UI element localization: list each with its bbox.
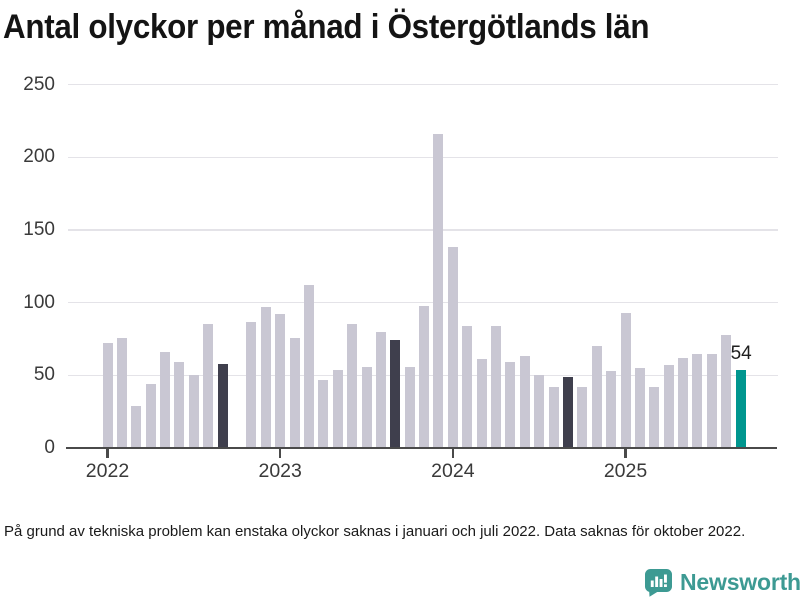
bar-2024-02 (462, 325, 473, 448)
x-tick-label-2023: 2023 (258, 459, 302, 482)
gridline-200 (68, 156, 778, 159)
chart-title: Antal olyckor per månad i Östergötlands … (3, 7, 650, 46)
bar-2025-03 (649, 386, 660, 448)
bar-2025-01 (620, 312, 631, 448)
y-tick-label-200: 200 (23, 146, 55, 168)
y-tick-label-150: 150 (23, 219, 55, 241)
bar-2024-06 (519, 356, 530, 448)
bar-2023-09 (390, 340, 401, 448)
bar-2022-02 (116, 337, 127, 448)
x-tick-label-2024: 2024 (431, 459, 475, 482)
bar-2024-09 (562, 376, 573, 448)
bar-2024-10 (577, 386, 588, 448)
y-tick-label-250: 250 (23, 73, 55, 95)
bar-2023-07 (361, 366, 372, 448)
newsworthy-logo: Newsworthy (644, 568, 800, 597)
x-axis-line (66, 446, 777, 450)
gridline-250 (68, 84, 778, 86)
bar-2024-03 (476, 359, 487, 448)
x-tick-2022 (106, 448, 109, 458)
bar-2023-11 (419, 305, 430, 448)
bar-2025-08 (721, 334, 732, 448)
bar-2023-12 (433, 134, 444, 448)
bar-2022-05 (160, 352, 171, 448)
x-tick-2025 (624, 448, 627, 458)
bar-2022-03 (131, 405, 142, 448)
newsworthy-logo-text: Newsworthy (680, 569, 800, 595)
y-tick-label-0: 0 (44, 437, 55, 458)
bar-2024-08 (548, 386, 559, 448)
bar-2025-02 (634, 368, 645, 448)
bar-2022-04 (145, 384, 156, 448)
bar-2024-11 (591, 346, 602, 448)
bar-2023-01 (275, 314, 286, 448)
footnote: På grund av tekniska problem kan enstaka… (4, 523, 746, 540)
bar-2025-04 (663, 365, 674, 448)
bar-2023-10 (404, 366, 415, 448)
bar-2025-06 (692, 353, 703, 448)
newsworthy-speech-bubble-chart-icon (645, 569, 672, 597)
bar-2023-03 (303, 285, 314, 448)
bar-2022-06 (174, 362, 185, 448)
y-tick-label-50: 50 (33, 364, 55, 386)
bar-2025-09 (735, 369, 746, 448)
bar-2023-08 (375, 331, 386, 448)
gridline-150 (68, 229, 778, 231)
bar-2022-01 (102, 343, 113, 448)
bar-2023-06 (347, 324, 358, 448)
bar-2024-12 (606, 370, 617, 448)
bar-2024-05 (505, 362, 516, 448)
bar-2024-01 (447, 247, 458, 448)
bar-2022-11 (246, 321, 257, 448)
x-tick-label-2022: 2022 (85, 459, 130, 482)
bar-2023-02 (289, 337, 300, 448)
bar-2023-05 (332, 369, 343, 448)
x-tick-2023 (278, 448, 282, 458)
bar-2024-07 (534, 375, 545, 448)
x-tick-label-2025: 2025 (603, 459, 648, 482)
x-tick-2024 (451, 448, 455, 458)
y-tick-label-100: 100 (23, 291, 55, 313)
bar-2022-07 (188, 375, 199, 448)
bar-2025-05 (678, 357, 689, 448)
latest-value-label: 54 (730, 342, 752, 364)
bar-2022-08 (203, 324, 214, 448)
bar-2024-04 (491, 325, 502, 448)
bar-2025-07 (706, 353, 717, 448)
bar-2023-04 (318, 379, 329, 448)
gridline-100 (68, 301, 778, 304)
bar-2022-09 (217, 363, 228, 448)
bar-2022-12 (260, 307, 271, 448)
